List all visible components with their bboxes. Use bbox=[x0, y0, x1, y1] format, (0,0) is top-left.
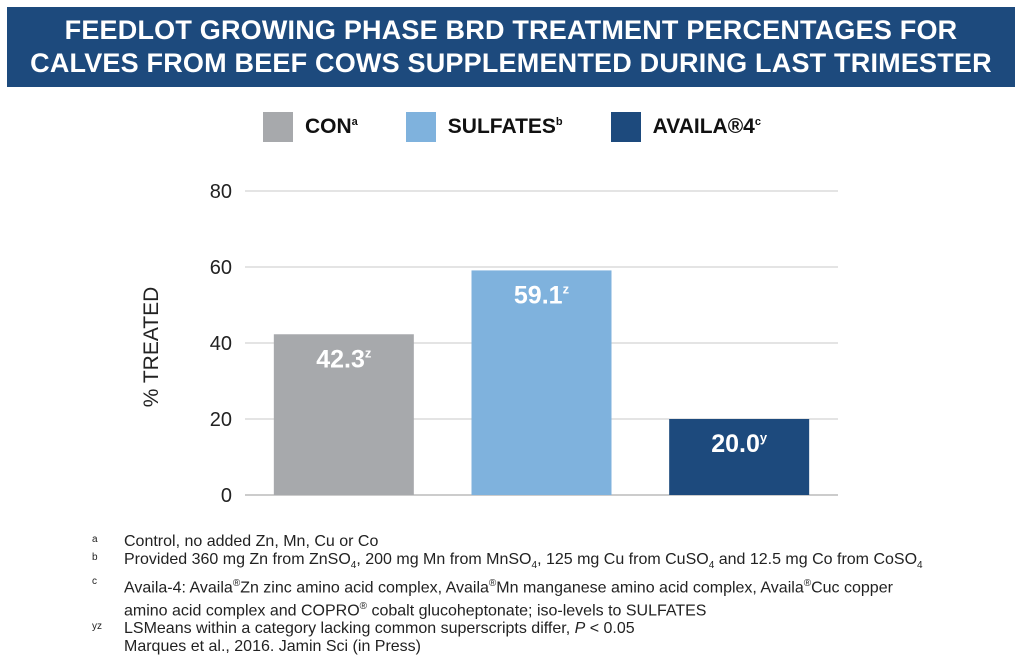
y-tick-label-40: 40 bbox=[210, 333, 232, 355]
citation: Marques et al., 2016. Jamin Sci (in Pres… bbox=[124, 637, 422, 655]
footnote-a: a Control, no added Zn, Mn, Cu or Co bbox=[92, 533, 992, 551]
footnote-text-yz: LSMeans within a category lacking common… bbox=[124, 619, 635, 655]
bar-value-labels: 42.3z 59.1z 20.0y bbox=[316, 281, 768, 458]
bar-value-label-1: 59.1z bbox=[514, 281, 570, 309]
legend-item-con: CONa bbox=[263, 112, 358, 142]
footnote-mark-yz: yz bbox=[92, 620, 102, 632]
bar-value-label-2: 20.0y bbox=[711, 430, 768, 458]
y-axis-label: % TREATED bbox=[140, 287, 163, 408]
footnote-text-b: Provided 360 mg Zn from ZnSO4, 200 mg Mn… bbox=[124, 551, 923, 572]
y-tick-label-60: 60 bbox=[210, 257, 232, 279]
bar-availa4 bbox=[669, 419, 810, 495]
footnote-b: b Provided 360 mg Zn from ZnSO4, 200 mg … bbox=[92, 551, 992, 575]
y-tick-label-80: 80 bbox=[210, 181, 232, 203]
legend-label-availa4: AVAILA®4c bbox=[652, 115, 761, 138]
footnote-c: c Availa-4: Availa®Zn zinc amino acid co… bbox=[92, 575, 992, 620]
legend-swatch-sulfates bbox=[405, 112, 436, 142]
bar-chart: 0 20 40 60 80 42.3z 59.1z 20.0y % TREATED bbox=[140, 181, 838, 507]
footnote-text-c: Availa-4: Availa®Zn zinc amino acid comp… bbox=[124, 578, 893, 619]
legend-swatch-con bbox=[263, 112, 293, 142]
bar-sulfates bbox=[471, 270, 612, 495]
legend-item-sulfates: SULFATESb bbox=[405, 112, 563, 142]
bar-value-label-0: 42.3z bbox=[316, 345, 372, 373]
footnote-mark-c: c bbox=[92, 576, 97, 588]
legend-item-availa4: AVAILA®4c bbox=[610, 112, 761, 142]
legend-label-sulfates: SULFATESb bbox=[447, 115, 563, 138]
legend-swatch-availa4 bbox=[610, 112, 641, 142]
chart-title-line-1: FEEDLOT GROWING PHASE BRD TREATMENT PERC… bbox=[64, 15, 958, 45]
footnote-mark-a: a bbox=[92, 534, 98, 545]
footnote-text-a: Control, no added Zn, Mn, Cu or Co bbox=[124, 533, 379, 550]
legend: CONa SULFATESb AVAILA®4c bbox=[0, 112, 1024, 142]
y-tick-label-20: 20 bbox=[210, 409, 232, 431]
footnote-yz: yz LSMeans within a category lacking com… bbox=[92, 620, 992, 656]
footnote-mark-b: b bbox=[92, 552, 98, 563]
y-axis-ticks: 0 20 40 60 80 bbox=[210, 181, 232, 507]
bars bbox=[273, 270, 810, 495]
footnotes: a Control, no added Zn, Mn, Cu or Co b P… bbox=[92, 533, 992, 656]
y-tick-label-0: 0 bbox=[221, 485, 232, 507]
title-banner: FEEDLOT GROWING PHASE BRD TREATMENT PERC… bbox=[7, 7, 1015, 87]
legend-label-con: CONa bbox=[305, 115, 358, 138]
bar-con bbox=[273, 334, 414, 495]
chart-title-line-2: CALVES FROM BEEF COWS SUPPLEMENTED DURIN… bbox=[30, 48, 992, 78]
